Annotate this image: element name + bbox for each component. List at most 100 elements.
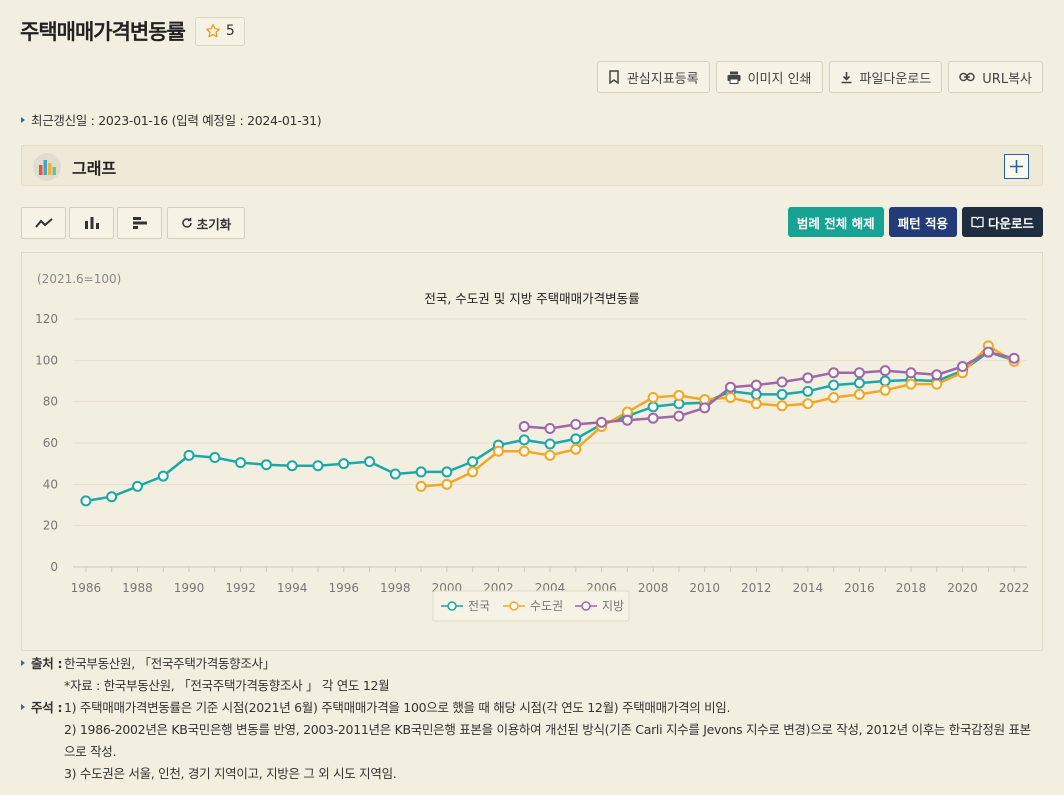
series-2-point xyxy=(750,379,762,391)
graph-section-header: 그래프 xyxy=(21,145,1043,186)
reset-button[interactable]: 초기화 xyxy=(167,207,245,239)
line-chart: (2021.6=100) 전국, 수도권 및 지방 주택매매가격변동률 0 20 40 6… xyxy=(35,272,1030,622)
remarks-row: 주석 : 1) 주택매매가격변동률은 기준 시점(2021년 6월) 주택매매가… xyxy=(21,697,1031,719)
legend-clear-button[interactable]: 범례 전체 해제 xyxy=(787,207,884,237)
x-tick-label: 1996 xyxy=(328,581,359,595)
series-0-point xyxy=(467,456,479,468)
legend-marker-0 xyxy=(447,601,457,611)
y-tick-label: 60 xyxy=(43,436,58,450)
series-0-point xyxy=(518,434,530,446)
series-0-point xyxy=(570,433,582,445)
reset-label: 초기화 xyxy=(196,216,232,232)
favorite-button[interactable]: 5 xyxy=(194,16,245,46)
copy-url-label: URL복사 xyxy=(982,71,1032,87)
series-2-point xyxy=(724,381,736,393)
legend-label-0: 전국 xyxy=(468,599,490,613)
series-1-point xyxy=(492,445,504,457)
print-button[interactable]: 이미지 인쇄 xyxy=(715,61,823,93)
series-2-point xyxy=(570,418,582,430)
line-chart-button[interactable] xyxy=(21,207,66,239)
series-2-point xyxy=(828,367,840,379)
source-key-text: 출처 : xyxy=(31,656,63,671)
remark-2: 2) 1986-2002년은 KB국민은행 변동를 반영, 2003-2011년… xyxy=(64,722,1031,759)
series-0-point xyxy=(647,401,659,413)
series-2-point xyxy=(621,414,633,426)
series-1-point xyxy=(724,392,736,404)
x-tick-label: 2020 xyxy=(947,581,978,595)
series-2-point xyxy=(596,416,608,428)
bookmark-label: 관심지표등록 xyxy=(626,71,699,87)
notes-section: 출처 : 한국부동산원, 「전국주택가격동향조사」 *자료 : 한국부동산원, … xyxy=(21,653,1031,785)
x-tick-label: 2012 xyxy=(741,581,772,595)
x-tick-label: 2022 xyxy=(999,581,1030,595)
series-0-point xyxy=(853,377,865,389)
series-0-point xyxy=(183,449,195,461)
source-row: 출처 : 한국부동산원, 「전국주택가격동향조사」 xyxy=(21,653,1031,675)
x-tick-label: 2008 xyxy=(638,581,669,595)
bookmark-button[interactable]: 관심지표등록 xyxy=(596,61,710,93)
bar-chart-icon xyxy=(33,153,61,181)
bookmark-icon xyxy=(609,70,619,84)
y-tick-label: 0 xyxy=(50,560,58,574)
y-tick-label: 20 xyxy=(43,519,58,533)
x-tick-label: 1986 xyxy=(71,581,102,595)
series-2-point xyxy=(1008,352,1020,364)
source-text: 한국부동산원, 「전국주택가격동향조사」 xyxy=(64,656,275,671)
x-tick-label: 1990 xyxy=(174,581,205,595)
series-1-point xyxy=(750,398,762,410)
series-0-point xyxy=(235,457,247,469)
series-2-point xyxy=(853,367,865,379)
copy-url-button[interactable]: URL복사 xyxy=(948,61,1043,93)
series-2-point xyxy=(544,423,556,435)
chart-type-toolbar: 초기화 xyxy=(21,207,245,239)
series-0-point xyxy=(131,480,143,492)
y-tick-label: 100 xyxy=(35,353,58,367)
horizontal-bar-button[interactable] xyxy=(117,207,162,239)
graph-section-label: 그래프 xyxy=(72,159,117,178)
series-1-point xyxy=(931,378,943,390)
series-0-point xyxy=(415,466,427,478)
series-1-point xyxy=(570,443,582,455)
star-icon xyxy=(205,24,220,38)
update-info: 최근갱신일 : 2023-01-16 (입력 예정일 : 2024-01-31) xyxy=(21,110,322,129)
series-0-point xyxy=(106,491,118,503)
legend-label-2: 지방 xyxy=(602,599,624,613)
source-sub: *자료 : 한국부동산원, 「전국주택가격동향조사 」 각 연도 12월 xyxy=(64,678,390,693)
series-1-point xyxy=(647,392,659,404)
link-icon xyxy=(959,72,976,82)
series-0-point xyxy=(260,459,272,471)
series-1-point xyxy=(828,392,840,404)
x-tick-label: 2016 xyxy=(844,581,875,595)
series-0-point xyxy=(879,375,891,387)
series-1-point xyxy=(467,466,479,478)
refresh-icon xyxy=(181,217,192,228)
remark-3: 3) 수도권은 서울, 인천, 경기 지역이고, 지방은 그 외 시도 지역임. xyxy=(64,766,397,781)
expand-button[interactable] xyxy=(1004,154,1029,179)
series-2-point xyxy=(647,412,659,424)
file-download-button[interactable]: 파일다운로드 xyxy=(828,61,943,93)
series-0-point xyxy=(312,460,324,472)
remark-1: 1) 주택매매가격변동률은 기준 시점(2021년 6월) 주택매매가격을 10… xyxy=(64,700,731,715)
series-1-point xyxy=(441,478,453,490)
series-1-point xyxy=(853,388,865,400)
column-chart-icon xyxy=(84,217,99,229)
pattern-button[interactable]: 패턴 적용 xyxy=(888,207,957,237)
legend-box xyxy=(432,590,630,622)
chart-download-button[interactable]: 다운로드 xyxy=(961,207,1043,237)
y-tick-label: 80 xyxy=(43,395,58,409)
series-2-point xyxy=(931,369,943,381)
chart-container: (2021.6=100) 전국, 수도권 및 지방 주택매매가격변동률 0 20 40 6… xyxy=(21,252,1043,651)
x-tick-label: 2014 xyxy=(793,581,824,595)
series-0-point xyxy=(828,379,840,391)
x-tick-label: 1988 xyxy=(122,581,153,595)
series-1-point xyxy=(776,400,788,412)
page-title: 주택매매가격변동률 xyxy=(20,20,186,44)
source-key: 출처 : xyxy=(21,653,64,675)
series-2-point xyxy=(518,420,530,432)
bar-chart-button[interactable] xyxy=(69,207,114,239)
series-1-point xyxy=(879,384,891,396)
legend-marker-2 xyxy=(581,601,591,611)
series-2-point xyxy=(802,372,814,384)
series-1-point xyxy=(415,480,427,492)
chart-download-label: 다운로드 xyxy=(987,215,1034,231)
